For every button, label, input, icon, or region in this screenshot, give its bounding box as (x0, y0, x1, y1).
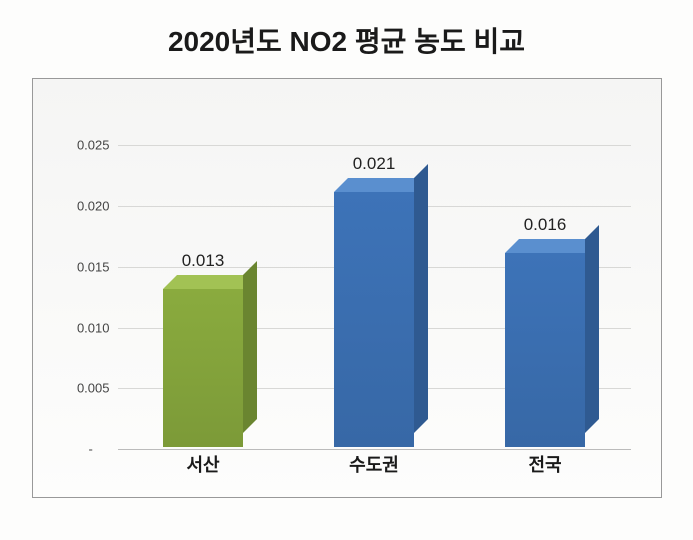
bars-container: 0.013서산 0.021수도권 0.016전국 (118, 109, 631, 447)
category-label: 전국 (528, 451, 561, 477)
bar-group: 0.021수도권 (314, 192, 434, 447)
bar-front (163, 289, 243, 447)
ytick-label: 0.005 (58, 381, 110, 396)
bar-group: 0.013서산 (143, 289, 263, 447)
bar: 0.013 (163, 289, 243, 447)
ytick-label: 0.015 (58, 259, 110, 274)
bar: 0.016 (505, 253, 585, 447)
ytick-label: 0.020 (58, 199, 110, 214)
bar-side (585, 225, 599, 433)
bar-group: 0.016전국 (485, 253, 605, 447)
value-label: 0.016 (524, 215, 567, 235)
value-label: 0.013 (182, 251, 225, 271)
ytick-zero: - (89, 442, 93, 457)
bar-side (414, 164, 428, 433)
category-label: 수도권 (349, 451, 399, 477)
bar-front (334, 192, 414, 447)
category-label: 서산 (186, 451, 219, 477)
value-label: 0.021 (353, 154, 396, 174)
bar-front (505, 253, 585, 447)
bar-side (243, 261, 257, 433)
chart-container: 0.013서산0.021수도권0.016전국 0.0050.0100.0150.… (32, 78, 662, 498)
ytick-label: 0.025 (58, 138, 110, 153)
chart-title: 2020년도 NO2 평균 농도 비교 (168, 20, 525, 60)
ytick-label: 0.010 (58, 320, 110, 335)
bar: 0.021 (334, 192, 414, 447)
baseline (118, 449, 631, 450)
